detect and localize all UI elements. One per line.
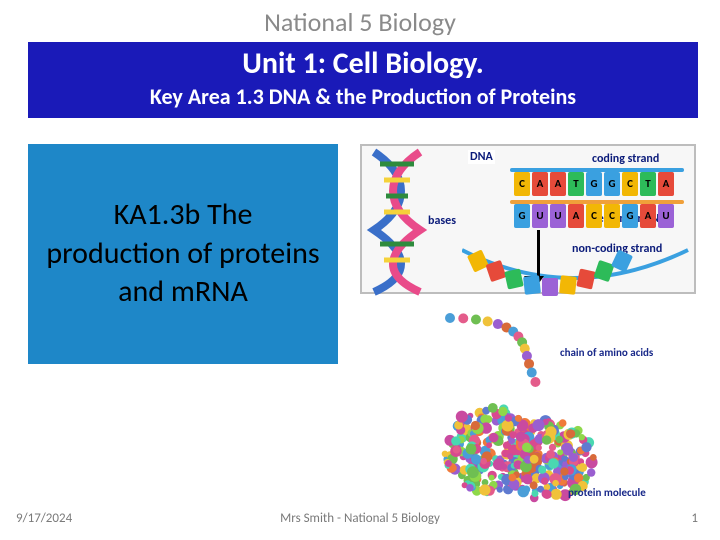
protein-bead bbox=[579, 434, 585, 440]
protein-bead bbox=[466, 484, 474, 492]
base-cell bbox=[559, 275, 577, 295]
protein-bead bbox=[578, 463, 587, 472]
protein-bead bbox=[516, 432, 526, 442]
base-cell: G bbox=[586, 172, 602, 196]
base-cell: U bbox=[658, 204, 674, 228]
protein-svg bbox=[420, 310, 660, 510]
amino-acid-bead bbox=[483, 316, 493, 326]
amino-acid-bead bbox=[445, 313, 455, 323]
amino-acid-bead bbox=[530, 377, 540, 387]
protein-bead bbox=[542, 435, 551, 444]
base-cell: A bbox=[532, 172, 548, 196]
base-cell: C bbox=[622, 172, 638, 196]
protein-bead bbox=[501, 464, 507, 470]
protein-bead bbox=[480, 415, 489, 424]
protein-bead bbox=[486, 442, 492, 448]
base-cell: U bbox=[550, 204, 566, 228]
amino-acid-bead bbox=[493, 319, 503, 329]
base-cell: C bbox=[604, 204, 620, 228]
protein-bead bbox=[532, 490, 539, 497]
dna-label: DNA bbox=[468, 150, 495, 164]
protein-bead bbox=[479, 484, 490, 495]
protein-bead bbox=[518, 486, 530, 498]
topic-box: KA1.3b The production of proteins and mR… bbox=[28, 144, 338, 364]
protein-bead bbox=[497, 487, 503, 493]
unit-title: Unit 1: Cell Biology. bbox=[36, 46, 690, 82]
amino-acid-chain-label: chain of amino acids bbox=[560, 346, 653, 359]
protein-bead bbox=[466, 444, 477, 455]
protein-bead bbox=[467, 466, 479, 478]
protein-bead bbox=[541, 477, 548, 484]
protein-bead bbox=[451, 436, 460, 445]
unit-banner: Unit 1: Cell Biology. Key Area 1.3 DNA &… bbox=[28, 42, 698, 118]
base-cell: G bbox=[604, 172, 620, 196]
protein-bead bbox=[471, 421, 480, 430]
protein-bead bbox=[560, 467, 568, 475]
protein-bead bbox=[522, 474, 532, 484]
protein-bead bbox=[505, 415, 512, 422]
protein-bead bbox=[533, 419, 545, 431]
amino-acid-bead bbox=[524, 359, 534, 369]
protein-bead bbox=[546, 450, 555, 459]
slide: National 5 Biology Unit 1: Cell Biology.… bbox=[0, 0, 720, 540]
protein-bead bbox=[471, 454, 481, 464]
protein-bead bbox=[538, 466, 546, 474]
coding-strand-label: coding strand bbox=[592, 152, 659, 166]
protein-bead bbox=[551, 489, 562, 500]
protein-bead bbox=[522, 443, 532, 453]
protein-bead bbox=[559, 419, 567, 427]
protein-bead bbox=[587, 468, 595, 476]
course-header: National 5 Biology bbox=[0, 6, 720, 38]
footer-author: Mrs Smith - National 5 Biology bbox=[0, 511, 720, 526]
base-cell bbox=[523, 275, 541, 295]
protein-bead bbox=[489, 433, 499, 443]
base-cell: A bbox=[568, 204, 584, 228]
base-cell: T bbox=[640, 172, 656, 196]
protein-bead bbox=[549, 444, 556, 451]
protein-bead bbox=[453, 446, 461, 454]
base-cell: U bbox=[532, 204, 548, 228]
protein-bead bbox=[530, 455, 539, 464]
protein-bead bbox=[556, 436, 563, 443]
footer-page-number: 1 bbox=[691, 511, 698, 526]
base-cell: G bbox=[622, 204, 638, 228]
base-cell: A bbox=[658, 172, 674, 196]
protein-bead bbox=[581, 442, 591, 452]
protein-bead bbox=[542, 490, 551, 499]
protein-bead bbox=[566, 429, 575, 438]
protein-bead bbox=[557, 449, 563, 455]
amino-acid-bead bbox=[458, 313, 468, 323]
protein-bead bbox=[489, 475, 495, 481]
protein-molecule-label: protein molecule bbox=[568, 486, 646, 499]
protein-bead bbox=[548, 458, 559, 469]
base-cell bbox=[542, 278, 558, 296]
protein-bead bbox=[515, 415, 522, 422]
topic-text: KA1.3b The production of proteins and mR… bbox=[46, 196, 320, 311]
protein-diagram: chain of amino acids protein molecule bbox=[420, 310, 660, 510]
amino-acid-bead bbox=[527, 368, 537, 378]
protein-bead bbox=[445, 460, 452, 467]
bases-label: bases bbox=[428, 214, 456, 228]
base-cell: C bbox=[586, 204, 602, 228]
protein-bead bbox=[590, 454, 597, 461]
protein-bead bbox=[480, 458, 487, 465]
protein-bead bbox=[536, 445, 542, 451]
base-cell: T bbox=[568, 172, 584, 196]
base-cell: A bbox=[550, 172, 566, 196]
dna-mrna-diagram: DNA bases coding strand messenger RNA no… bbox=[360, 144, 696, 294]
protein-bead bbox=[561, 456, 567, 462]
protein-bead bbox=[563, 445, 574, 456]
protein-bead bbox=[488, 403, 498, 413]
base-cell: A bbox=[640, 204, 656, 228]
protein-bead bbox=[498, 407, 507, 416]
base-cell: C bbox=[514, 172, 530, 196]
protein-bead bbox=[456, 411, 468, 423]
base-cell: G bbox=[514, 204, 530, 228]
protein-bead bbox=[552, 480, 559, 487]
unit-subtitle: Key Area 1.3 DNA & the Production of Pro… bbox=[36, 84, 690, 110]
protein-bead bbox=[507, 453, 513, 459]
protein-bead bbox=[509, 474, 517, 482]
amino-acid-bead bbox=[471, 315, 481, 325]
